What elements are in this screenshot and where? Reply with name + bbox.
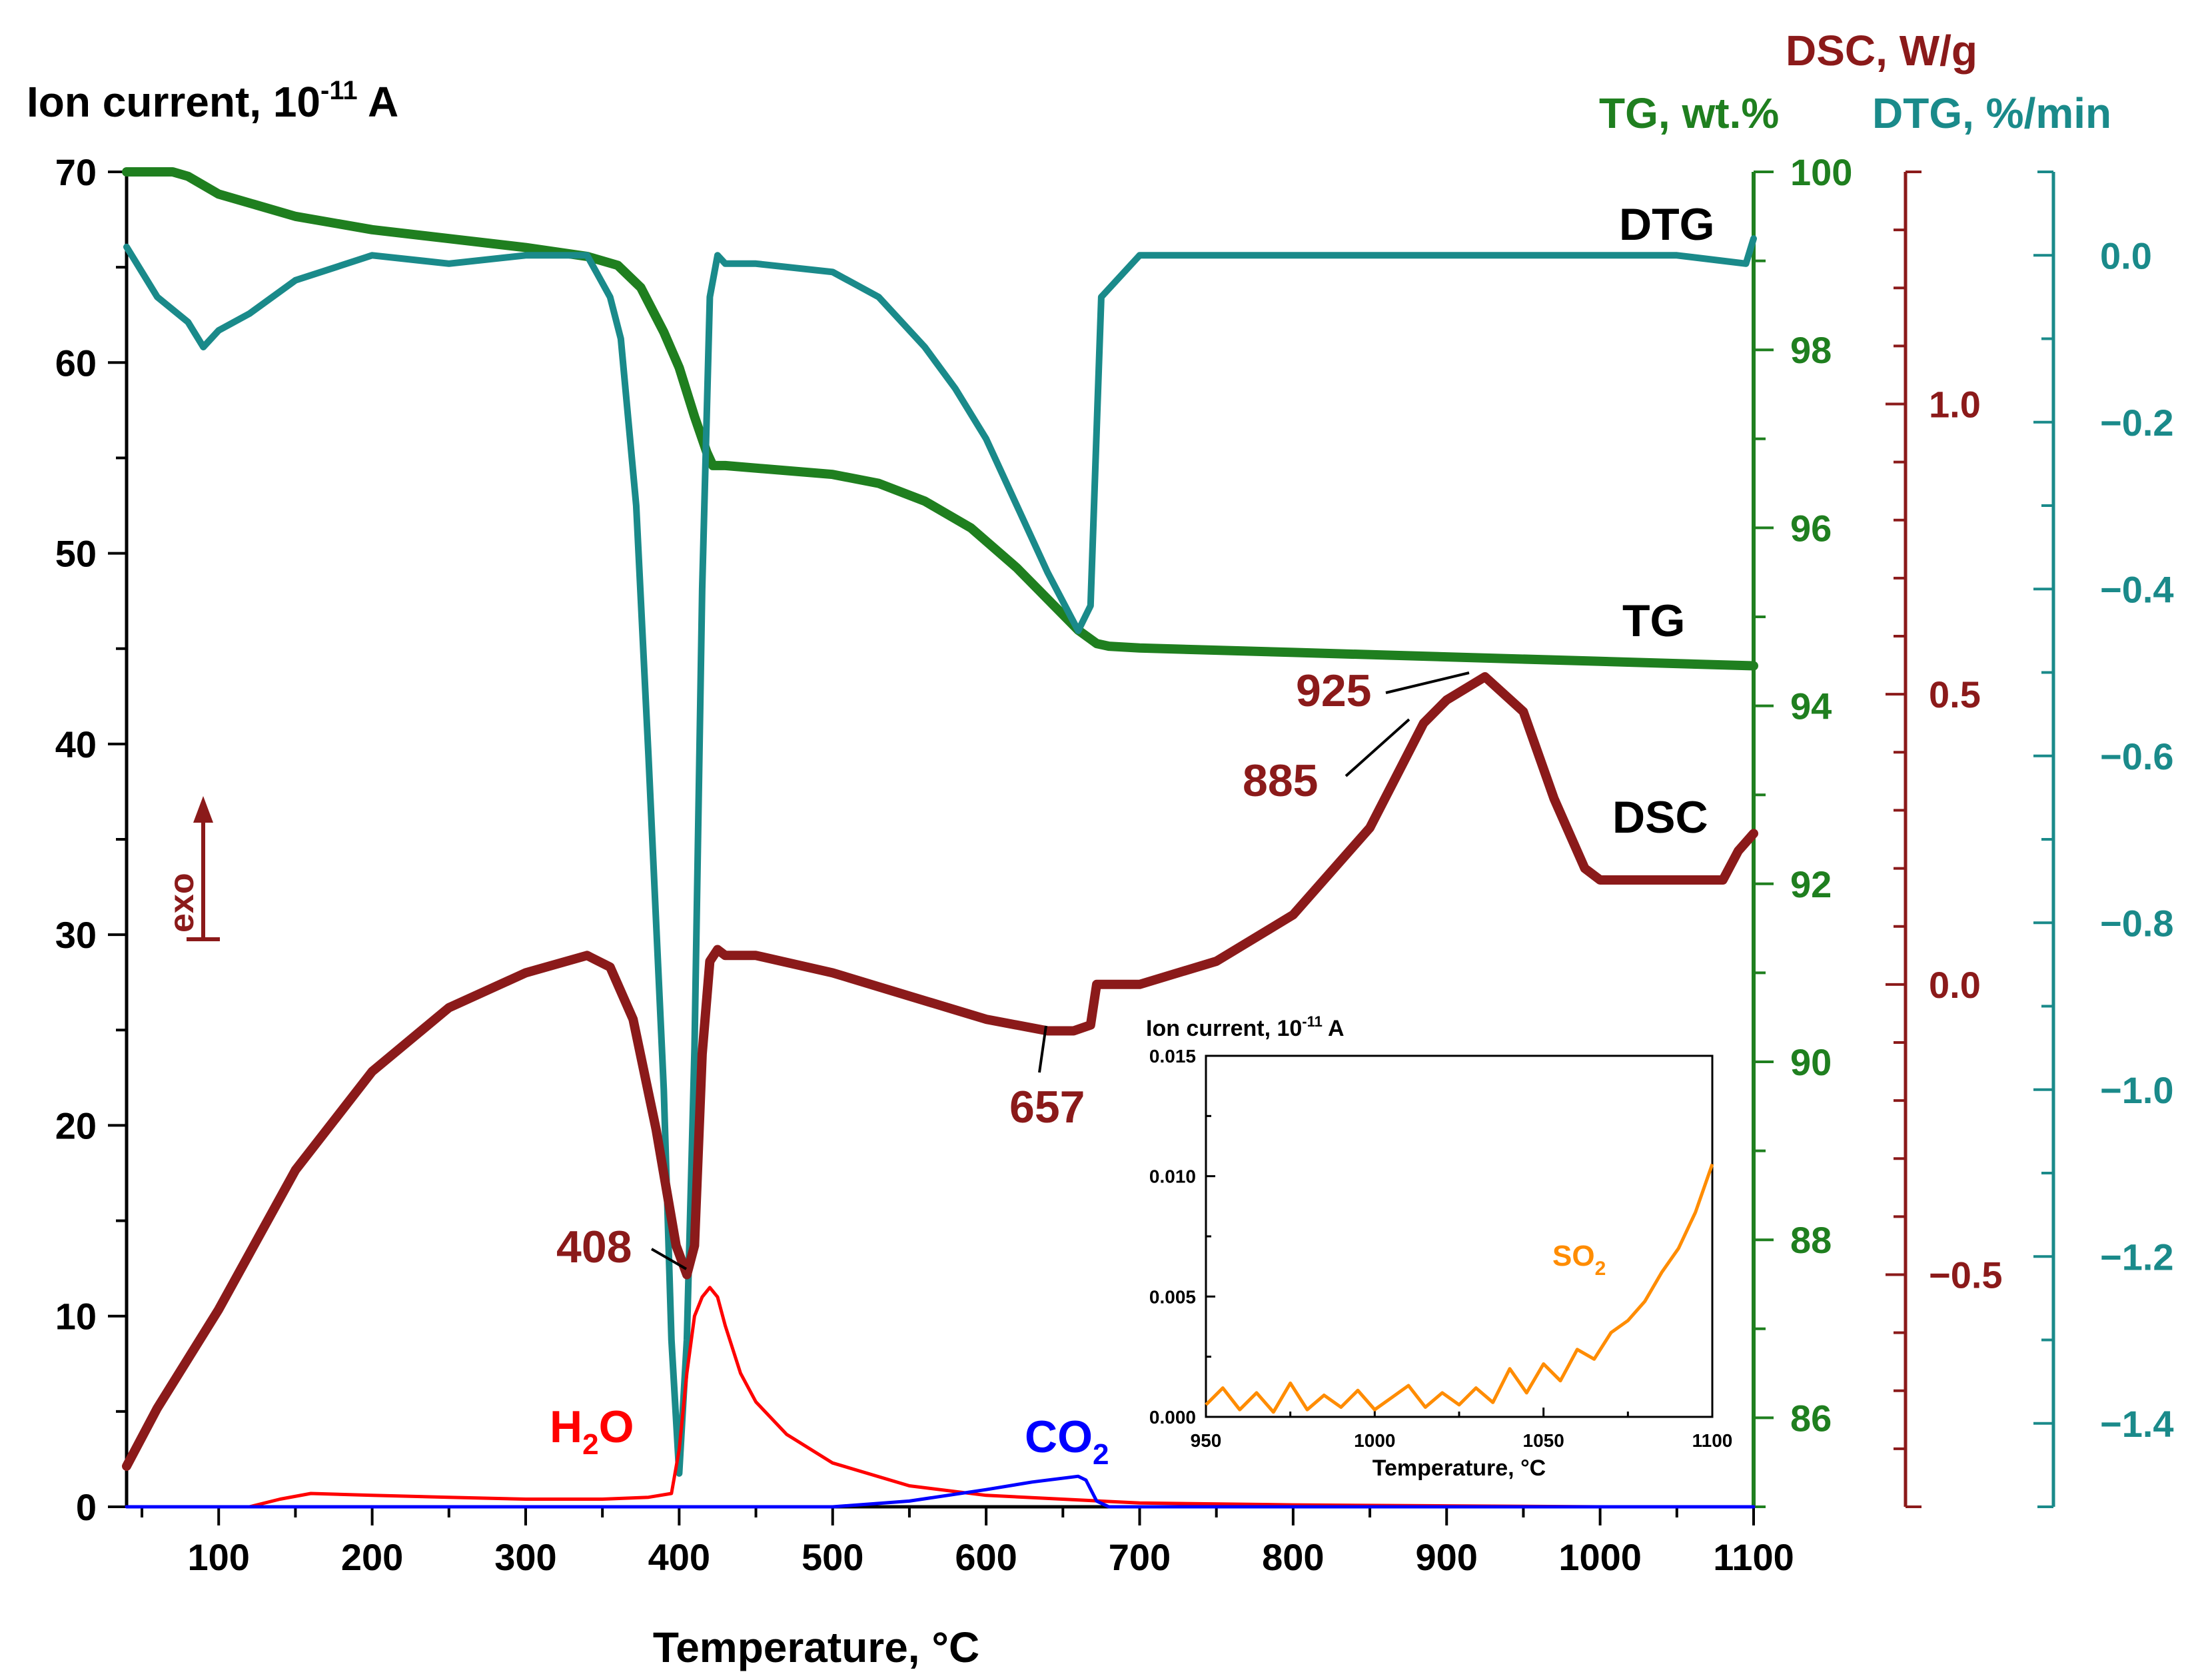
dtg-tick-label: −0.8 <box>2100 902 2174 944</box>
inset-x-axis-title: Temperature, °C <box>1373 1456 1546 1481</box>
ion-current-tick-label: 10 <box>55 1296 97 1338</box>
co2-label: CO2 <box>1025 1412 1109 1471</box>
ion-current-tick-label: 20 <box>55 1104 97 1146</box>
x-tick-label: 300 <box>494 1536 556 1578</box>
annotation-657-label: 657 <box>1009 1082 1085 1132</box>
so2-label: SO2 <box>1552 1240 1606 1280</box>
tg-axis-title: TG, wt.% <box>1599 89 1779 137</box>
ion-current-tick-label: 0 <box>76 1486 97 1528</box>
dsc-tick-label: 0.0 <box>1929 964 1981 1006</box>
tg-tick-label: 90 <box>1790 1041 1832 1083</box>
exo-label: exo <box>163 873 201 933</box>
dtg-tick-label: −1.2 <box>2100 1236 2174 1278</box>
dtg-tick-label: −0.6 <box>2100 735 2174 777</box>
series-layer <box>122 167 1758 1509</box>
inset-title: Ion current, 10-11 A <box>1146 1013 1345 1041</box>
tg-curve-label: TG <box>1622 596 1685 646</box>
series-dtg-line <box>123 235 1757 1477</box>
inset-axes: 950 1000 1050 1100 0.000 0.005 0.010 0.015 <box>1149 1046 1732 1451</box>
inset-x-tick-label: 950 <box>1191 1430 1222 1451</box>
x-tick-label: 1100 <box>1713 1536 1794 1578</box>
ion-current-axis-title: Ion current, 10-11 A <box>27 76 398 126</box>
inset-y-tick-label: 0.015 <box>1149 1046 1196 1066</box>
x-tick-label: 800 <box>1262 1536 1324 1578</box>
x-tick-label: 700 <box>1109 1536 1171 1578</box>
tg-axis: 86 88 90 92 94 96 98 100 <box>1752 151 1852 1508</box>
h2o-label: H2O <box>550 1402 634 1461</box>
annotation-885: 885 <box>1243 718 1410 806</box>
series-dsc-line <box>122 672 1758 1471</box>
tg-tick-label: 100 <box>1790 151 1852 193</box>
ion-current-tick-label: 70 <box>55 151 97 193</box>
x-tick-label: 500 <box>802 1536 863 1578</box>
ion-current-tick-label: 30 <box>55 914 97 956</box>
x-axis-title: Temperature, °C <box>653 1623 979 1671</box>
annotation-408: 408 <box>556 1222 687 1272</box>
dtg-tick-label: 0.0 <box>2100 234 2152 276</box>
dtg-tick-label: −1.4 <box>2100 1403 2174 1445</box>
ion-current-tick-label: 40 <box>55 723 97 765</box>
inset-x-tick-label: 1000 <box>1354 1430 1395 1451</box>
series-h2o-line <box>125 1286 1756 1509</box>
tg-tick-label: 92 <box>1790 863 1832 905</box>
inset-chart: Ion current, 10-11 A Temperature, °C 950… <box>1146 1013 1732 1481</box>
dtg-curve-label: DTG <box>1619 199 1715 250</box>
series-co2-line <box>125 1474 1756 1509</box>
x-tick-label: 100 <box>188 1536 250 1578</box>
ion-current-axis: 0 10 20 30 40 50 60 70 <box>55 151 129 1528</box>
inset-series-so2-line <box>1205 1163 1714 1414</box>
dtg-tick-label: −1.0 <box>2100 1069 2174 1111</box>
x-tick-label: 600 <box>955 1536 1017 1578</box>
dtg-tick-label: −0.2 <box>2100 402 2174 444</box>
tg-tick-label: 96 <box>1790 507 1832 549</box>
annotation-925-label: 925 <box>1296 665 1371 716</box>
dsc-tick-label: 0.5 <box>1929 673 1981 715</box>
x-tick-label: 1000 <box>1558 1536 1642 1578</box>
dtg-axis-title: DTG, %/min <box>1872 89 2111 137</box>
dtg-tick-label: −0.4 <box>2100 568 2174 610</box>
series-tg-line <box>122 167 1758 671</box>
x-tick-label: 200 <box>341 1536 403 1578</box>
exo-indicator: exo <box>163 796 220 941</box>
inset-y-tick-label: 0.005 <box>1149 1286 1196 1307</box>
dsc-axis-title: DSC, W/g <box>1786 27 1977 75</box>
dtg-axis: −1.4 −1.2 −1.0 −0.8 −0.6 −0.4 −0.2 0.0 <box>2033 171 2174 1508</box>
inset-series-layer <box>1205 1163 1714 1414</box>
dsc-tick-label: 1.0 <box>1929 384 1981 426</box>
x-tick-label: 900 <box>1416 1536 1478 1578</box>
tg-tick-label: 98 <box>1790 329 1832 371</box>
inset-x-tick-label: 1050 <box>1523 1430 1564 1451</box>
annotation-657: 657 <box>1009 1025 1085 1132</box>
inset-x-tick-label: 1100 <box>1692 1430 1733 1451</box>
inset-y-tick-label: 0.010 <box>1149 1166 1196 1187</box>
inset-y-tick-label: 0.000 <box>1149 1407 1196 1428</box>
ion-current-tick-label: 60 <box>55 342 97 384</box>
dsc-curve-label: DSC <box>1612 792 1708 843</box>
annotation-925: 925 <box>1296 665 1470 716</box>
tg-tick-label: 88 <box>1790 1219 1832 1261</box>
dsc-axis: −0.5 0.0 0.5 1.0 <box>1886 171 2003 1508</box>
tg-tick-label: 86 <box>1790 1397 1832 1439</box>
x-tick-label: 400 <box>648 1536 710 1578</box>
ion-current-tick-label: 50 <box>55 533 97 575</box>
tg-tick-label: 94 <box>1790 685 1832 727</box>
dsc-tick-label: −0.5 <box>1929 1254 2003 1296</box>
annotation-885-label: 885 <box>1243 755 1318 806</box>
annotation-408-label: 408 <box>556 1222 632 1272</box>
